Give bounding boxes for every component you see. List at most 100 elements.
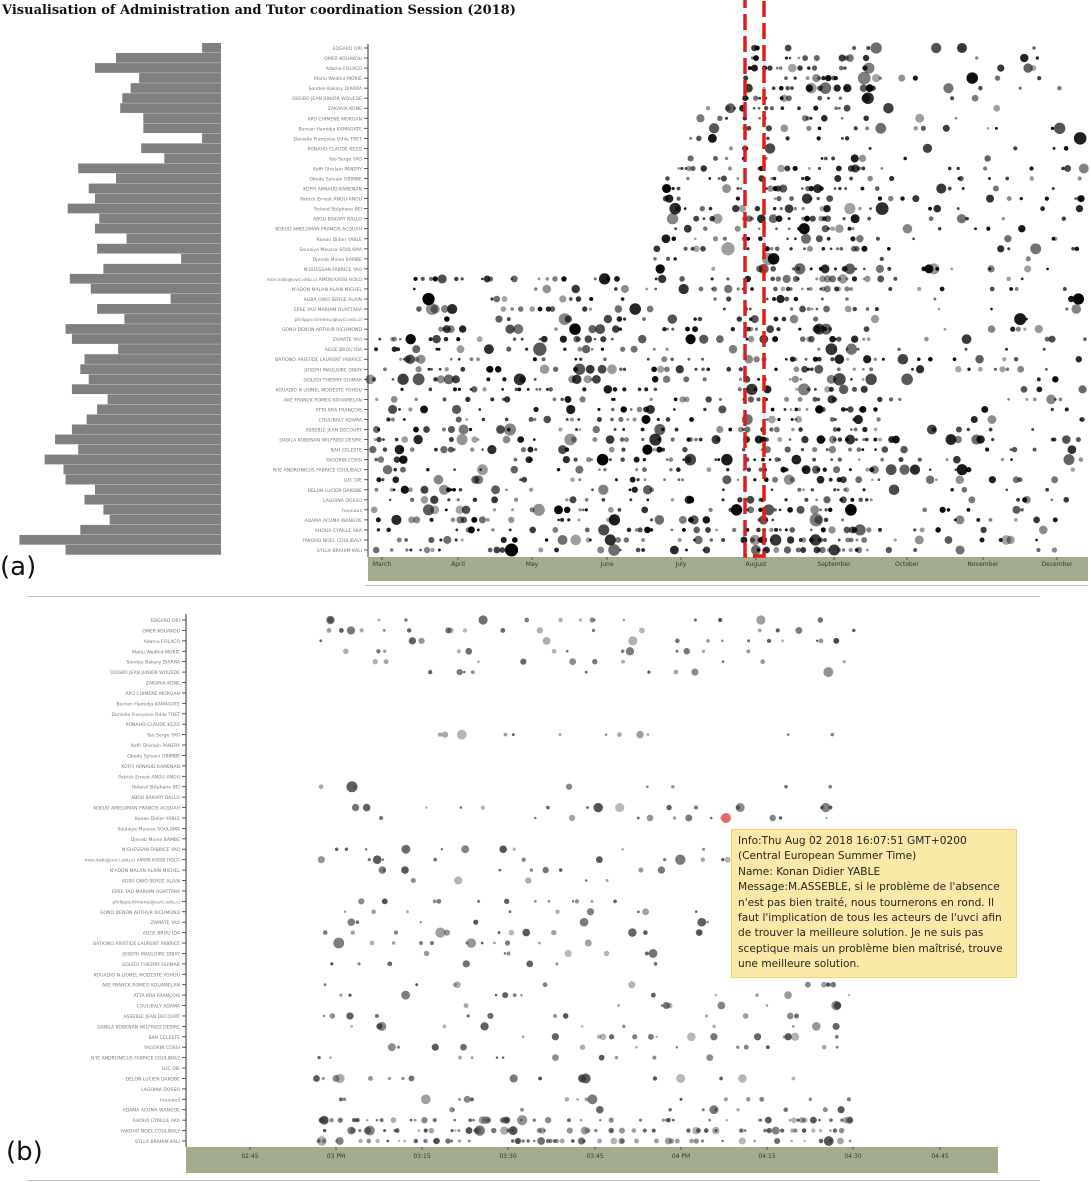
dot-a [844, 286, 850, 292]
dot-a [505, 543, 519, 557]
dot-a [773, 426, 780, 433]
dot-a [598, 468, 601, 472]
dot-a [649, 433, 662, 446]
dot-a [793, 206, 798, 211]
dot-a [386, 527, 391, 533]
dot-a [620, 284, 629, 293]
dot-a [809, 534, 822, 546]
dot-a [641, 437, 645, 442]
dot-b [818, 1128, 823, 1133]
separator-top [365, 585, 1088, 586]
dot-a [823, 517, 829, 523]
dot-b [829, 1139, 833, 1143]
x-tick-b-7: 04:30 [844, 1153, 861, 1160]
bar-21 [181, 253, 221, 264]
dot-a [828, 327, 833, 332]
dot-a [775, 276, 782, 282]
dot-a [458, 487, 463, 492]
dot-a [828, 386, 834, 392]
dot-a [1062, 435, 1071, 444]
dot-a [396, 347, 401, 352]
bar-14 [88, 183, 221, 194]
dot-a [677, 478, 681, 482]
dot-a [1070, 467, 1076, 472]
dot-a [721, 498, 725, 502]
dot-b [576, 1097, 579, 1101]
dot-a [496, 425, 505, 434]
dot-a [653, 257, 657, 261]
dot-a [605, 435, 615, 444]
dot-a [538, 547, 544, 553]
dot-a [443, 535, 452, 544]
highlight-august-box [743, 0, 766, 558]
dot-b [605, 879, 609, 882]
dot-a [610, 417, 614, 422]
dot-a [786, 536, 795, 544]
dot-a [598, 524, 610, 536]
dot-b [460, 1043, 467, 1051]
dot-a [961, 486, 968, 493]
dot-a [670, 497, 675, 502]
dot-b [504, 940, 511, 946]
dot-a [816, 475, 825, 484]
dot-a [733, 106, 737, 110]
dot-b [622, 1024, 626, 1029]
x-tick-b-5: 04 PM [672, 1153, 690, 1160]
dot-a [1017, 477, 1023, 483]
dot-a [821, 114, 828, 122]
dot-a [787, 227, 791, 231]
dot-b [833, 638, 840, 644]
dot-a [606, 277, 610, 281]
dot-b [811, 1128, 816, 1133]
dot-a [1048, 335, 1056, 343]
participant-label-b-9: Danielle Françoise Odile TRET [112, 712, 181, 718]
dot-b [339, 993, 343, 997]
dot-a [455, 505, 464, 514]
dot-a [841, 137, 844, 140]
dot-a [777, 457, 782, 462]
dot-a [701, 357, 705, 361]
dot-a [801, 216, 806, 221]
participant-label-a-4: Sondee Bakary DIARRA [309, 86, 363, 92]
dot-a [491, 528, 495, 532]
dot-a [557, 518, 560, 522]
dot-b [625, 647, 635, 656]
dot-a [825, 74, 832, 82]
dot-a [758, 116, 761, 120]
tooltip-message: Message:M.ASSEBLE, si le problème de l'a… [738, 881, 1003, 971]
dot-b [542, 866, 549, 874]
dot-a [690, 165, 696, 172]
dot-a [670, 528, 674, 532]
dot-b [586, 908, 595, 916]
dot-a [986, 126, 990, 130]
x-tick-a-6: September [817, 561, 851, 568]
dot-a [428, 536, 435, 543]
dot-a [450, 488, 453, 492]
dot-b [615, 802, 625, 813]
dot-a [460, 277, 464, 281]
dot-b [765, 1004, 769, 1007]
dot-a [954, 116, 958, 120]
dot-b [621, 848, 624, 851]
dot-a [511, 537, 518, 543]
dot-a [778, 85, 784, 91]
dot-a [820, 297, 824, 301]
dot-a [833, 466, 841, 474]
dot-a [935, 527, 941, 533]
dot-b [579, 917, 589, 927]
dot-a [897, 347, 901, 351]
dot-b [382, 649, 387, 653]
dot-a [850, 154, 859, 163]
dot-a [986, 226, 991, 231]
dot-a [420, 496, 429, 504]
dot-b [590, 899, 594, 903]
dot-b [693, 618, 697, 622]
dot-a [816, 467, 821, 472]
dot-a [813, 387, 817, 391]
participant-label-a-25: AGBA OWO SERGE ALAIN [304, 297, 362, 303]
dot-a [1013, 356, 1019, 362]
dot-a [809, 513, 823, 527]
dot-a [559, 335, 567, 343]
dot-a [728, 427, 733, 432]
dot-a [412, 287, 416, 291]
